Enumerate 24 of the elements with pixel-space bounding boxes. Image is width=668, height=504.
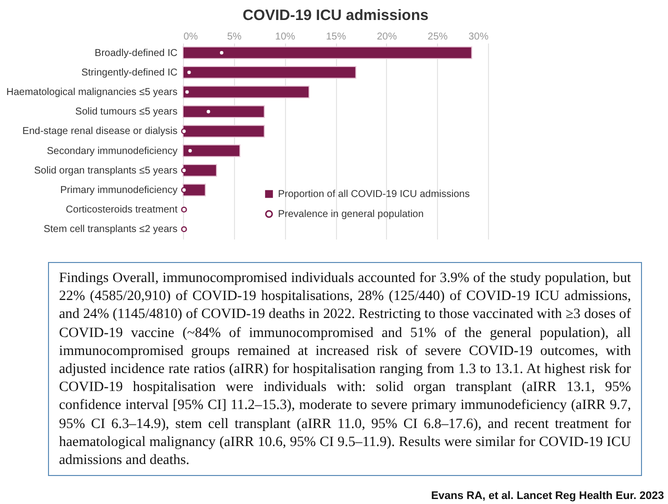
y-tick-label: Solid organ transplants ≤5 years: [34, 165, 178, 176]
y-tick-label: Corticosteroids treatment: [66, 204, 178, 216]
point: [181, 206, 187, 213]
x-tick-label: 15%: [326, 32, 346, 42]
text: Evans RA, et al. Lancet Reg Health Eur. 2023: [431, 490, 664, 502]
legend-label: Prevalence in general population: [278, 209, 424, 220]
legend-label: Proportion of all COVID-19 ICU admissions: [278, 189, 470, 200]
x-tick-label: 0%: [184, 32, 198, 42]
x-tick-label: 20%: [376, 32, 397, 42]
y-tick-label: End-stage renal disease or dialysis: [22, 126, 178, 138]
y-tick-label: Stem cell transplants ≤2 years: [44, 224, 178, 236]
y-tick-label: Broadly-defined IC: [94, 48, 178, 59]
y-tick-label: Secondary immunodeficiency: [46, 146, 178, 157]
x-tick-label: 10%: [275, 32, 296, 42]
y-tick-label: Stringently-defined IC: [81, 67, 178, 78]
y-tick-label: Solid tumours ≤5 years: [75, 106, 178, 118]
text: Findings Overall, immunocompromised individuals accounted for 3.9% of the study population, but 22% (4585/20,910) of COVID-19 hospitalisations, 28% (125/440) of COVID-19 ICU admissions, and 24% (1145/4810) of COVID-19 deaths in 2022. Restricting to those vaccinated with ≥3 doses of COVID-19 vaccine (~84% of immunocompromised and 51% of the general population), all immunocompromised groups remained at increased risk of severe COVID-19 outcomes, with adjusted incidence rate ratios (aIRR) for hospitalisation ranging from 1.3 to 13.1. At highest risk for COVID-19 hospitalisation were individuals with: solid organ transplant (aIRR 13.1, 95% confidence interval [95% CI] 11.2–15.3), moderate to severe primary immunodeficiency (aIRR 9.7, 95% CI 6.3–14.9), stem cell transplant (aIRR 11.0, 95% CI 6.8–17.6), and recent treatment for haematological malignancy (aIRR 10.6, 95% CI 9.5–11.9). Results were similar for COVID-19 ICU admissions and deaths.: [59, 270, 631, 468]
x-tick-label: 25%: [428, 32, 448, 42]
y-tick-label: Haematological malignancies ≤5 years: [6, 87, 178, 98]
chart-title: COVID-19 ICU admissions: [242, 7, 428, 24]
x-tick-label: 5%: [227, 32, 242, 42]
x-tick-label: 30%: [468, 32, 489, 42]
y-tick-label: Primary immunodeficiency: [60, 185, 178, 196]
point: [181, 226, 187, 232]
